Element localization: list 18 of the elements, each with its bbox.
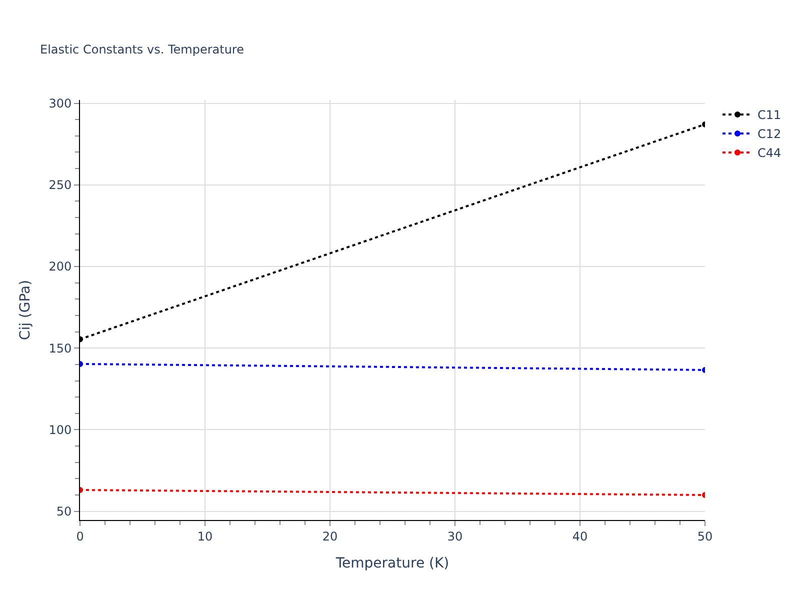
legend-label: C44 — [758, 146, 782, 160]
x-tick-label: 50 — [697, 529, 713, 544]
legend-label: C11 — [758, 108, 782, 122]
chart-title: Elastic Constants vs. Temperature — [40, 42, 244, 56]
x-axis-title: Temperature (K) — [334, 556, 450, 572]
y-tick-label: 250 — [48, 178, 72, 192]
y-tick-label: 50 — [56, 504, 72, 519]
y-tick-label: 150 — [48, 341, 72, 356]
y-tick-label: 100 — [48, 422, 72, 437]
x-tick-label: 40 — [572, 529, 588, 544]
x-tick-label: 0 — [76, 529, 84, 544]
y-axis-title: Cij (GPa) — [17, 280, 34, 340]
x-tick-label: 20 — [322, 529, 338, 544]
legend-label: C12 — [758, 127, 782, 142]
y-tick-label: 300 — [48, 96, 72, 110]
x-tick-label: 30 — [447, 529, 463, 544]
y-tick-label: 200 — [48, 260, 72, 274]
x-tick-label: 10 — [197, 529, 213, 544]
